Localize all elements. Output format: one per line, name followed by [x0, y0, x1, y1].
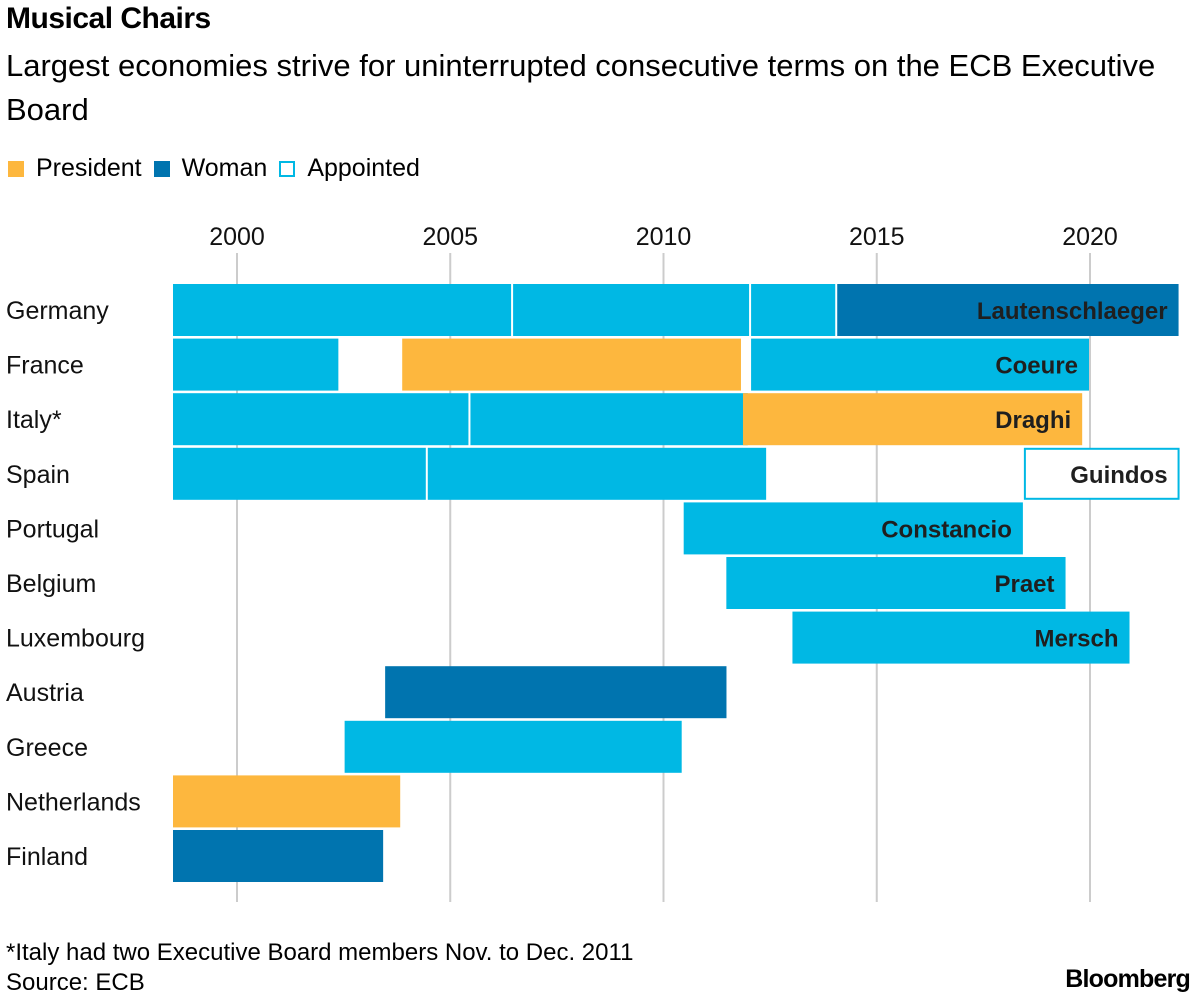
country-label: Luxembourg: [6, 625, 145, 653]
bar-president: [402, 338, 741, 391]
term-bar-spain: [173, 447, 426, 500]
bloomberg-logo: Bloomberg: [1065, 965, 1191, 993]
footnote-italy: *Italy had two Executive Board members N…: [6, 939, 634, 966]
term-bar-italy: Draghi: [742, 393, 1083, 446]
legend-item-appointed: Appointed: [279, 154, 420, 183]
bar-label: Draghi: [995, 407, 1071, 434]
x-tick-label: 2020: [1062, 223, 1118, 251]
legend-swatch-woman: [153, 160, 170, 177]
bar-member: [726, 557, 1066, 609]
bar-woman: [837, 284, 1179, 336]
bar-member: [173, 338, 339, 391]
term-bars: Lautenschlaeger Coeure Draghi Guindos Consta…: [173, 284, 1180, 882]
bar-woman: [173, 830, 384, 882]
country-label: France: [6, 352, 84, 380]
bar-member: [173, 393, 469, 446]
term-bar-netherlands: [173, 775, 401, 828]
chart-subtitle: Largest economies strive for uninterrupt…: [6, 48, 1156, 127]
legend-item-president: President: [8, 154, 142, 183]
country-label: Austria: [6, 679, 84, 707]
x-tick-label: 2000: [209, 223, 265, 251]
country-label: Portugal: [6, 515, 99, 543]
x-axis-ticks: 2000 2005 2010 2015 2020: [209, 223, 1118, 251]
term-bar-portugal: Constancio: [683, 502, 1023, 555]
country-label: Belgium: [6, 570, 96, 598]
country-labels: Germany France Italy* Spain Portugal Belgium L…: [6, 297, 145, 871]
bar-woman: [385, 666, 727, 719]
bar-president: [742, 393, 1083, 446]
bar-member: [427, 447, 767, 500]
term-bar-france: [173, 338, 339, 391]
legend-label-president: President: [36, 154, 142, 182]
bar-member: [344, 720, 682, 773]
term-bar-germany: [513, 284, 750, 336]
bar-label: Praet: [994, 571, 1054, 598]
country-label: Netherlands: [6, 788, 141, 816]
legend: President Woman Appointed: [8, 154, 432, 183]
bar-member: [470, 393, 748, 446]
country-label: Germany: [6, 297, 109, 325]
term-bar-germany: [751, 284, 836, 336]
legend-swatch-appointed: [279, 160, 296, 177]
term-bar-finland: [173, 830, 384, 882]
term-bar-italy: [470, 393, 748, 446]
chart-title: Musical Chairs: [6, 2, 211, 35]
term-bar-france: Coeure: [751, 338, 1089, 391]
bar-label: Lautenschlaeger: [977, 298, 1168, 325]
x-tick-label: 2015: [849, 223, 905, 251]
term-bar-germany: [173, 284, 512, 336]
bar-label: Guindos: [1070, 462, 1167, 489]
footnote: *Italy had two Executive Board members N…: [6, 938, 633, 998]
bar-member: [792, 611, 1130, 664]
bar-president: [173, 775, 401, 828]
legend-label-woman: Woman: [181, 154, 268, 182]
bar-label: Constancio: [881, 516, 1012, 543]
country-label: Italy*: [6, 406, 62, 434]
term-bar-france: [402, 338, 741, 391]
country-label: Spain: [6, 461, 70, 489]
bar-appointed: [1023, 447, 1180, 500]
term-bar-italy: [173, 393, 469, 446]
bar-member: [751, 284, 836, 336]
bar-member: [173, 284, 512, 336]
bar-member: [751, 338, 1089, 391]
term-bar-spain: [427, 447, 767, 500]
x-tick-label: 2010: [636, 223, 692, 251]
term-bar-austria: [385, 666, 727, 719]
bar-member: [173, 447, 426, 500]
x-tick-label: 2005: [422, 223, 478, 251]
legend-item-woman: Woman: [153, 154, 268, 183]
source-note: Source: ECB: [6, 969, 145, 996]
country-label: Greece: [6, 734, 88, 762]
legend-label-appointed: Appointed: [307, 154, 420, 182]
bar-member: [513, 284, 750, 336]
country-label: Finland: [6, 843, 88, 871]
term-bar-greece: [344, 720, 682, 773]
term-bar-luxembourg: Mersch: [792, 611, 1130, 664]
legend-swatch-president: [8, 160, 24, 177]
bar-label: Coeure: [995, 353, 1078, 380]
bar-member: [683, 502, 1023, 555]
term-bar-spain: Guindos: [1023, 447, 1180, 500]
term-bar-germany: Lautenschlaeger: [837, 284, 1179, 336]
bar-label: Mersch: [1034, 626, 1118, 653]
term-bar-belgium: Praet: [726, 557, 1066, 609]
